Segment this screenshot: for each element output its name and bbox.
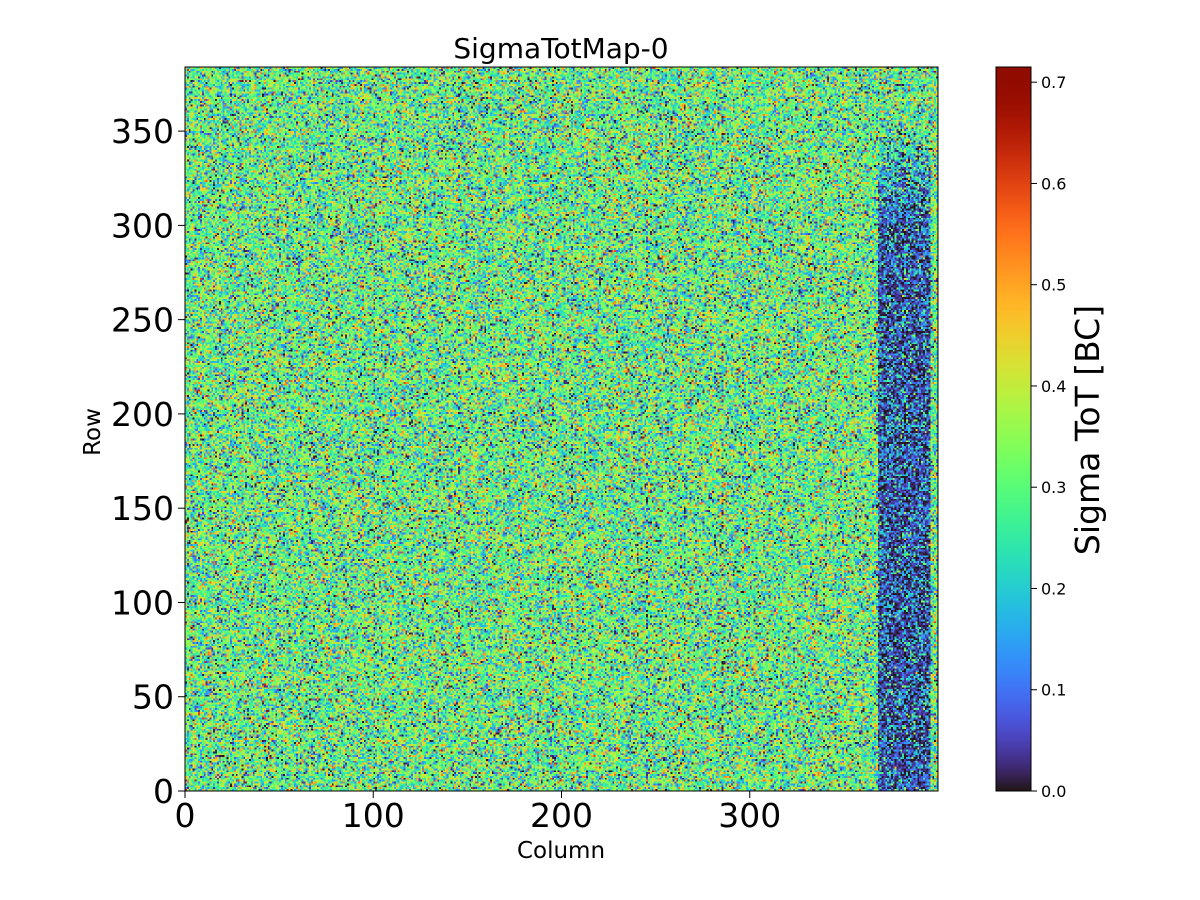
y-tick-label: 200: [111, 395, 174, 434]
colorbar-tick-label: 0.6: [1041, 174, 1066, 193]
y-tick-label: 0: [153, 772, 174, 811]
colorbar-gradient: [996, 67, 1031, 791]
y-tick-label: 150: [111, 489, 174, 528]
heatmap-plot-area: [185, 67, 938, 791]
chart-title: SigmaTotMap-0: [453, 32, 668, 65]
x-axis-ticks: 0 100 200 300: [175, 791, 781, 835]
colorbar-tick-label: 0.2: [1041, 579, 1066, 598]
y-tick-label: 100: [111, 583, 174, 622]
colorbar-tick-label: 0.5: [1041, 276, 1066, 295]
y-tick-label: 300: [111, 206, 174, 245]
colorbar-tick-label: 0.3: [1041, 478, 1066, 497]
colorbar-tick-label: 0.7: [1041, 73, 1066, 92]
y-axis-ticks: 0 50 100 150 200 250 300 350: [111, 112, 185, 811]
y-tick-label: 250: [111, 301, 174, 340]
y-tick-label: 50: [132, 678, 174, 717]
x-tick-label: 200: [530, 796, 593, 835]
colorbar: [996, 67, 1031, 791]
colorbar-frame: [995, 66, 1032, 792]
colorbar-tick-label: 0.0: [1041, 782, 1066, 801]
colorbar-label: Sigma ToT [BC]: [1068, 305, 1107, 555]
colorbar-ticks: 0.0 0.1 0.2 0.3 0.4 0.5 0.6 0.7: [1031, 73, 1066, 801]
heatmap-canvas: [185, 67, 938, 791]
colorbar-tick-label: 0.1: [1041, 681, 1066, 700]
x-tick-label: 300: [718, 796, 781, 835]
x-tick-label: 0: [175, 796, 196, 835]
y-tick-label: 350: [111, 112, 174, 151]
y-axis-label: Row: [80, 408, 106, 456]
x-tick-label: 100: [342, 796, 405, 835]
x-axis-label: Column: [517, 838, 605, 864]
colorbar-tick-label: 0.4: [1041, 377, 1066, 396]
